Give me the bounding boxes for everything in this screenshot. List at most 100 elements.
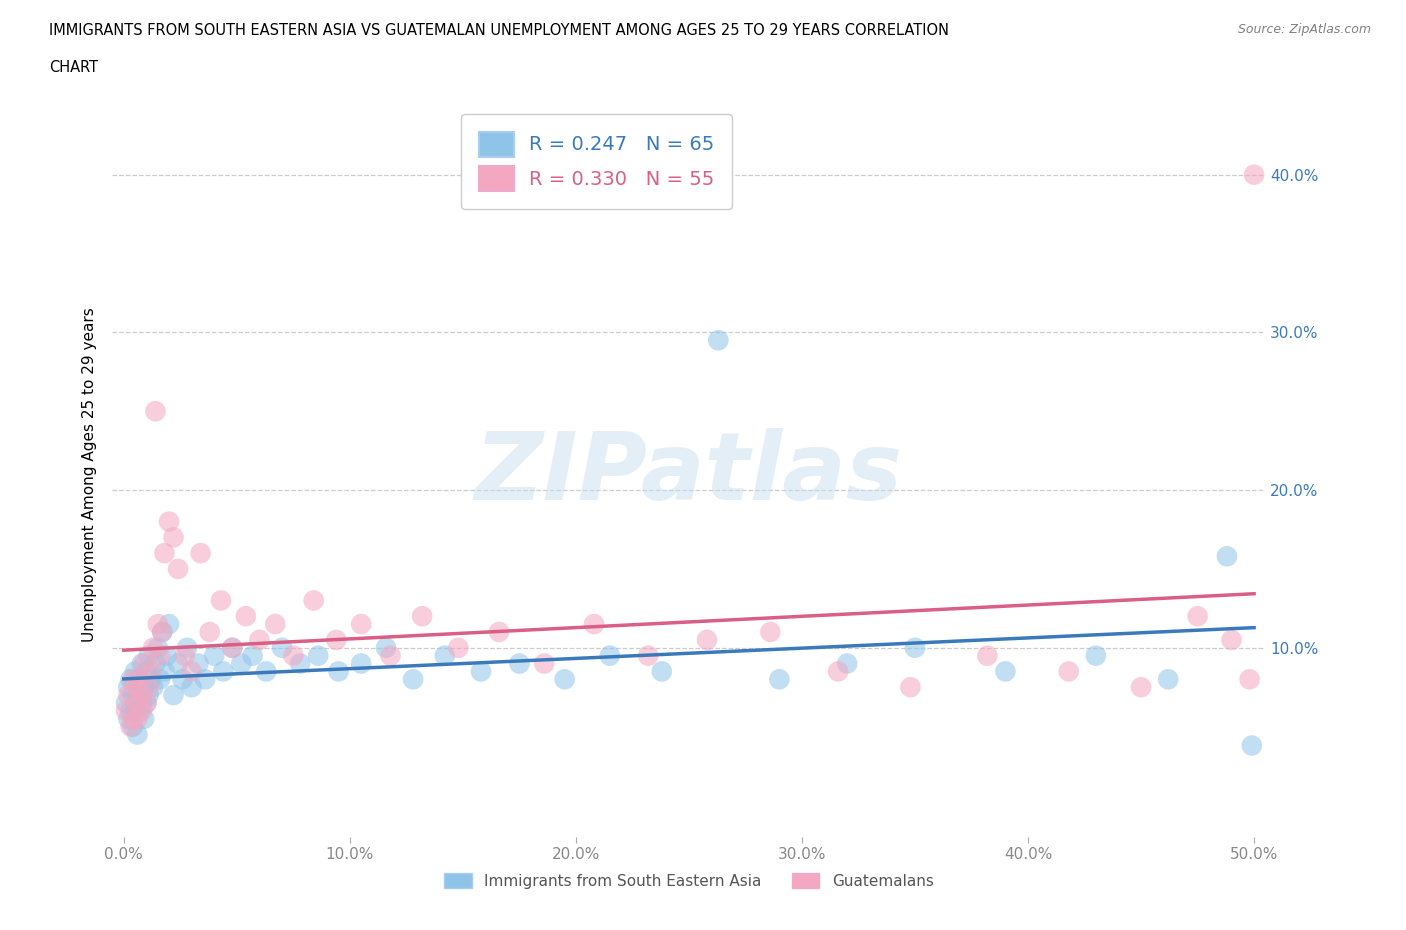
Point: [117, 711, 139, 726]
Point: [142, 680, 165, 695]
Point: [153, 546, 176, 561]
Point: [470, 664, 492, 679]
Point: [138, 648, 160, 663]
Point: [380, 648, 402, 663]
Point: [162, 530, 184, 545]
Point: [117, 680, 139, 695]
Point: [447, 641, 470, 656]
Point: [176, 641, 198, 656]
Point: [375, 641, 398, 656]
Point: [768, 671, 790, 686]
Point: [139, 671, 162, 686]
Point: [696, 632, 718, 647]
Point: [150, 625, 173, 640]
Point: [759, 625, 782, 640]
Point: [242, 648, 264, 663]
Point: [120, 671, 142, 686]
Point: [121, 687, 143, 702]
Point: [134, 680, 156, 695]
Point: [190, 546, 212, 561]
Point: [146, 617, 169, 631]
Point: [231, 656, 253, 671]
Point: [221, 641, 243, 656]
Point: [145, 404, 167, 418]
Point: [350, 656, 373, 671]
Point: [138, 687, 160, 702]
Point: [131, 696, 153, 711]
Point: [157, 514, 180, 529]
Point: [508, 656, 530, 671]
Point: [900, 680, 922, 695]
Point: [120, 719, 142, 734]
Point: [402, 671, 425, 686]
Point: [135, 664, 157, 679]
Point: [138, 680, 160, 695]
Point: [115, 703, 138, 718]
Point: [599, 648, 621, 663]
Point: [128, 671, 150, 686]
Point: [1130, 680, 1153, 695]
Point: [249, 632, 271, 647]
Point: [1239, 671, 1261, 686]
Text: IMMIGRANTS FROM SOUTH EASTERN ASIA VS GUATEMALAN UNEMPLOYMENT AMONG AGES 25 TO 2: IMMIGRANTS FROM SOUTH EASTERN ASIA VS GU…: [49, 23, 949, 38]
Point: [994, 664, 1017, 679]
Point: [302, 593, 325, 608]
Point: [1220, 632, 1243, 647]
Point: [145, 656, 167, 671]
Point: [157, 617, 180, 631]
Point: [1240, 738, 1263, 753]
Point: [271, 641, 294, 656]
Point: [221, 641, 243, 656]
Point: [533, 656, 555, 671]
Point: [180, 680, 202, 695]
Point: [172, 671, 194, 686]
Point: [198, 625, 221, 640]
Point: [167, 562, 190, 577]
Point: [153, 664, 176, 679]
Point: [121, 711, 143, 726]
Point: [1187, 609, 1209, 624]
Point: [127, 696, 149, 711]
Point: [139, 664, 162, 679]
Point: [325, 632, 347, 647]
Point: [131, 703, 153, 718]
Point: [149, 671, 172, 686]
Point: [167, 656, 190, 671]
Point: [637, 648, 659, 663]
Point: [235, 609, 257, 624]
Point: [328, 664, 350, 679]
Point: [212, 664, 235, 679]
Text: Source: ZipAtlas.com: Source: ZipAtlas.com: [1237, 23, 1371, 36]
Point: [162, 687, 184, 702]
Point: [142, 641, 165, 656]
Point: [124, 703, 146, 718]
Point: [411, 609, 433, 624]
Point: [150, 625, 173, 640]
Point: [283, 648, 305, 663]
Point: [254, 664, 277, 679]
Point: [124, 664, 146, 679]
Point: [350, 617, 373, 631]
Point: [1057, 664, 1080, 679]
Point: [124, 680, 146, 695]
Point: [264, 617, 287, 631]
Point: [131, 656, 153, 671]
Point: [135, 696, 157, 711]
Point: [194, 671, 217, 686]
Point: [117, 687, 139, 702]
Point: [651, 664, 673, 679]
Point: [827, 664, 849, 679]
Point: [837, 656, 859, 671]
Point: [180, 664, 202, 679]
Point: [1157, 671, 1180, 686]
Point: [120, 703, 142, 718]
Point: [1216, 549, 1239, 564]
Point: [121, 719, 143, 734]
Point: [173, 648, 195, 663]
Point: [134, 656, 156, 671]
Point: [121, 671, 143, 686]
Point: [307, 648, 329, 663]
Point: [1243, 167, 1265, 182]
Text: ZIPatlas: ZIPatlas: [475, 429, 903, 520]
Point: [128, 671, 150, 686]
